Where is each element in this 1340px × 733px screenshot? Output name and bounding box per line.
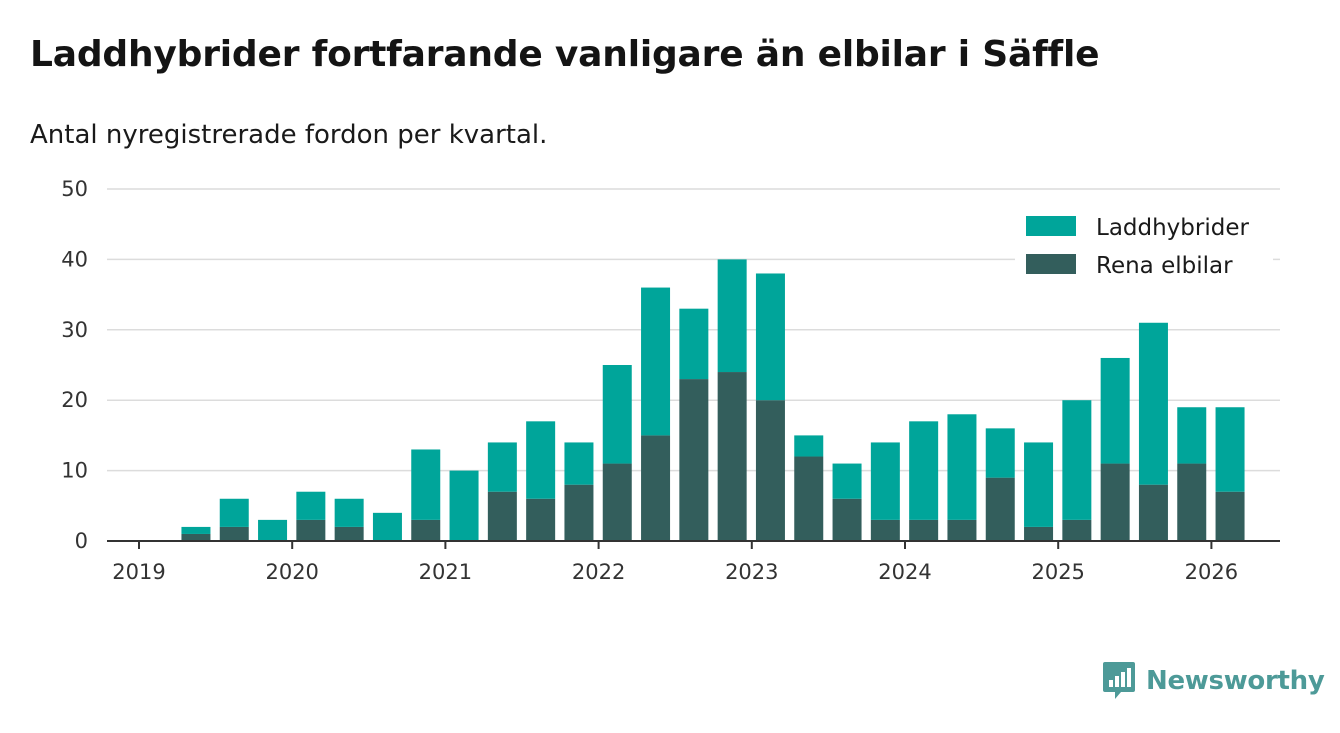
bar-rena-elbilar-2020-Q4: [411, 519, 441, 541]
bar-laddhybrider-2019-Q2: [181, 526, 211, 534]
bar-rena-elbilar-2025-Q3: [1138, 484, 1168, 541]
y-tick-label: 20: [61, 388, 88, 412]
bar-laddhybrider-2020-Q1: [296, 491, 326, 520]
x-tick-label: 2026: [1185, 560, 1238, 584]
x-tick-label: 2024: [878, 560, 931, 584]
bar-rena-elbilar-2020-Q1: [296, 519, 326, 541]
x-tick-label: 2025: [1031, 560, 1084, 584]
bar-laddhybrider-2021-Q3: [526, 421, 556, 499]
legend: Laddhybrider Rena elbilar: [1015, 205, 1273, 287]
brand-logo: Newsworthy: [1102, 661, 1325, 701]
legend-label: Laddhybrider: [1096, 215, 1249, 241]
bar-laddhybrider-2023-Q1: [755, 273, 785, 401]
x-tick-label: 2022: [572, 560, 625, 584]
bar-rena-elbilar-2023-Q3: [832, 498, 862, 541]
bar-laddhybrider-2023-Q2: [794, 435, 824, 457]
bars: [181, 259, 1245, 541]
bar-rena-elbilar-2021-Q2: [487, 491, 517, 541]
bar-laddhybrider-2024-Q2: [947, 414, 977, 520]
bar-laddhybrider-2020-Q3: [372, 512, 402, 541]
bar-laddhybrider-2019-Q3: [219, 498, 249, 527]
bar-laddhybrider-2025-Q1: [1062, 400, 1092, 520]
brand-name: Newsworthy: [1146, 666, 1325, 696]
bar-rena-elbilar-2023-Q1: [755, 400, 785, 541]
chart-title: Laddhybrider fortfarande vanligare än el…: [30, 34, 1100, 75]
bar-laddhybrider-2022-Q3: [679, 308, 709, 380]
y-tick-label: 30: [61, 318, 88, 342]
bar-rena-elbilar-2020-Q2: [334, 526, 364, 541]
bar-laddhybrider-2024-Q1: [909, 421, 939, 520]
y-tick-label: 10: [61, 459, 88, 483]
bar-rena-elbilar-2024-Q2: [947, 519, 977, 541]
bar-laddhybrider-2024-Q4: [1024, 442, 1054, 527]
bar-laddhybrider-2021-Q4: [564, 442, 594, 485]
bar-rena-elbilar-2024-Q3: [985, 477, 1015, 541]
bar-rena-elbilar-2024-Q4: [1024, 526, 1054, 541]
x-tick-label: 2019: [112, 560, 165, 584]
bar-rena-elbilar-2021-Q3: [526, 498, 556, 541]
bar-rena-elbilar-2023-Q2: [794, 456, 824, 541]
y-tick-label: 50: [61, 177, 88, 201]
bar-rena-elbilar-2022-Q4: [717, 372, 747, 541]
bar-rena-elbilar-2025-Q2: [1100, 463, 1130, 541]
bar-laddhybrider-2020-Q2: [334, 498, 364, 527]
bar-rena-elbilar-2019-Q2: [181, 533, 211, 541]
bar-rena-elbilar-2022-Q2: [641, 435, 671, 541]
newsworthy-icon: [1103, 662, 1135, 699]
bar-laddhybrider-2021-Q2: [487, 442, 517, 492]
bar-laddhybrider-2020-Q4: [411, 449, 441, 520]
bar-laddhybrider-2022-Q4: [717, 259, 747, 373]
bar-rena-elbilar-2025-Q4: [1177, 463, 1207, 541]
bar-laddhybrider-2024-Q3: [985, 428, 1015, 478]
bar-laddhybrider-2023-Q4: [870, 442, 900, 520]
x-tick-label: 2020: [265, 560, 318, 584]
bar-rena-elbilar-2024-Q1: [909, 519, 939, 541]
bar-laddhybrider-2021-Q1: [449, 470, 479, 541]
chart-subtitle: Antal nyregistrerade fordon per kvartal.: [30, 120, 548, 150]
bar-rena-elbilar-2022-Q3: [679, 379, 709, 541]
legend-swatch: [1026, 216, 1076, 236]
bar-laddhybrider-2025-Q3: [1138, 322, 1168, 485]
legend-label: Rena elbilar: [1096, 253, 1233, 279]
x-tick-label: 2023: [725, 560, 778, 584]
legend-swatch: [1026, 254, 1076, 274]
bar-laddhybrider-2022-Q1: [602, 365, 632, 464]
bar-rena-elbilar-2019-Q3: [219, 526, 249, 541]
bar-rena-elbilar-2022-Q1: [602, 463, 632, 541]
bar-laddhybrider-2025-Q4: [1177, 407, 1207, 464]
bar-rena-elbilar-2025-Q1: [1062, 519, 1092, 541]
bar-laddhybrider-2026-Q1: [1215, 407, 1245, 492]
bar-laddhybrider-2025-Q2: [1100, 357, 1130, 464]
bar-rena-elbilar-2023-Q4: [870, 519, 900, 541]
bar-laddhybrider-2019-Q4: [258, 519, 288, 541]
y-tick-label: 40: [61, 247, 88, 271]
axes: 0 10 20 30 40 50 2019 2020 2021 2022 2023 2024 2025 2…: [61, 177, 1280, 584]
y-tick-label: 0: [75, 529, 88, 553]
bar-rena-elbilar-2026-Q1: [1215, 491, 1245, 541]
x-tick-label: 2021: [419, 560, 472, 584]
bar-rena-elbilar-2021-Q4: [564, 484, 594, 541]
bar-laddhybrider-2023-Q3: [832, 463, 862, 499]
bar-laddhybrider-2022-Q2: [641, 287, 671, 436]
